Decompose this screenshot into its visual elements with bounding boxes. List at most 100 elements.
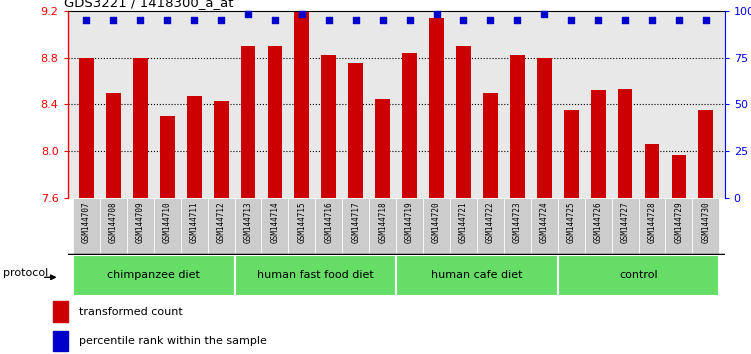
Bar xyxy=(665,198,692,255)
Text: GSM144729: GSM144729 xyxy=(674,201,683,243)
Bar xyxy=(564,110,578,198)
Bar xyxy=(127,198,154,255)
Point xyxy=(484,17,496,23)
Text: human fast food diet: human fast food diet xyxy=(257,270,374,280)
Text: GSM144726: GSM144726 xyxy=(593,201,602,243)
Text: GSM144717: GSM144717 xyxy=(351,201,360,243)
Bar xyxy=(348,63,363,198)
Bar xyxy=(181,198,207,255)
Point xyxy=(566,17,578,23)
Text: GSM144722: GSM144722 xyxy=(486,201,495,243)
Text: GSM144713: GSM144713 xyxy=(243,201,252,243)
Point xyxy=(673,17,685,23)
Text: GSM144730: GSM144730 xyxy=(701,201,710,243)
Text: GSM144710: GSM144710 xyxy=(163,201,172,243)
Text: GSM144712: GSM144712 xyxy=(216,201,225,243)
Bar xyxy=(369,198,397,255)
Bar xyxy=(294,12,309,198)
Bar xyxy=(671,155,686,198)
Text: GSM144715: GSM144715 xyxy=(297,201,306,243)
Bar xyxy=(477,198,504,255)
Bar xyxy=(456,46,471,198)
Point xyxy=(161,17,173,23)
Bar xyxy=(73,255,234,296)
Bar xyxy=(423,198,450,255)
Point xyxy=(215,17,227,23)
Bar xyxy=(644,144,659,198)
Text: human cafe diet: human cafe diet xyxy=(431,270,523,280)
Text: GSM144723: GSM144723 xyxy=(513,201,522,243)
Text: transformed count: transformed count xyxy=(79,307,182,317)
Bar xyxy=(73,198,100,255)
Point xyxy=(350,17,362,23)
Bar xyxy=(450,198,477,255)
Bar xyxy=(100,198,127,255)
Text: percentile rank within the sample: percentile rank within the sample xyxy=(79,336,267,346)
Bar xyxy=(321,55,336,198)
Bar xyxy=(483,93,498,198)
Bar xyxy=(234,255,397,296)
Point xyxy=(107,17,119,23)
Bar xyxy=(207,198,234,255)
Text: GSM144727: GSM144727 xyxy=(620,201,629,243)
Bar xyxy=(79,57,94,198)
Text: GSM144709: GSM144709 xyxy=(136,201,145,243)
Bar xyxy=(267,46,282,198)
Bar xyxy=(53,331,68,351)
Bar xyxy=(591,90,605,198)
Text: GSM144721: GSM144721 xyxy=(459,201,468,243)
Bar xyxy=(187,96,201,198)
Bar xyxy=(288,198,315,255)
Point xyxy=(619,17,631,23)
Bar xyxy=(342,198,369,255)
Bar xyxy=(53,302,68,322)
Text: GSM144711: GSM144711 xyxy=(190,201,199,243)
Point xyxy=(538,11,550,17)
Bar xyxy=(429,18,444,198)
Point xyxy=(403,17,415,23)
Point xyxy=(511,17,523,23)
Bar xyxy=(376,98,390,198)
Bar xyxy=(234,198,261,255)
Point xyxy=(457,17,469,23)
Bar xyxy=(698,110,713,198)
Bar xyxy=(397,255,558,296)
Text: GSM144716: GSM144716 xyxy=(324,201,333,243)
Point xyxy=(323,17,335,23)
Point xyxy=(592,17,604,23)
Bar xyxy=(531,198,558,255)
Bar xyxy=(160,116,175,198)
Text: GSM144724: GSM144724 xyxy=(540,201,549,243)
Bar xyxy=(537,57,552,198)
Text: GSM144708: GSM144708 xyxy=(109,201,118,243)
Bar xyxy=(611,198,638,255)
Bar xyxy=(403,53,417,198)
Text: chimpanzee diet: chimpanzee diet xyxy=(107,270,201,280)
Point xyxy=(134,17,146,23)
Bar xyxy=(214,101,228,198)
Bar xyxy=(261,198,288,255)
Point xyxy=(377,17,389,23)
Point xyxy=(430,11,442,17)
Point xyxy=(189,17,201,23)
Bar xyxy=(617,89,632,198)
Bar xyxy=(558,255,719,296)
Text: GSM144714: GSM144714 xyxy=(270,201,279,243)
Bar xyxy=(154,198,181,255)
Bar xyxy=(585,198,611,255)
Text: GSM144725: GSM144725 xyxy=(567,201,576,243)
Bar xyxy=(692,198,719,255)
Text: GSM144719: GSM144719 xyxy=(405,201,414,243)
Bar xyxy=(315,198,342,255)
Text: GSM144718: GSM144718 xyxy=(379,201,388,243)
Bar xyxy=(638,198,665,255)
Bar xyxy=(504,198,531,255)
Text: protocol: protocol xyxy=(4,268,49,278)
Bar xyxy=(558,198,585,255)
Bar xyxy=(510,55,525,198)
Bar xyxy=(133,57,148,198)
Text: control: control xyxy=(620,270,658,280)
Bar xyxy=(106,93,121,198)
Point xyxy=(80,17,92,23)
Point xyxy=(296,11,308,17)
